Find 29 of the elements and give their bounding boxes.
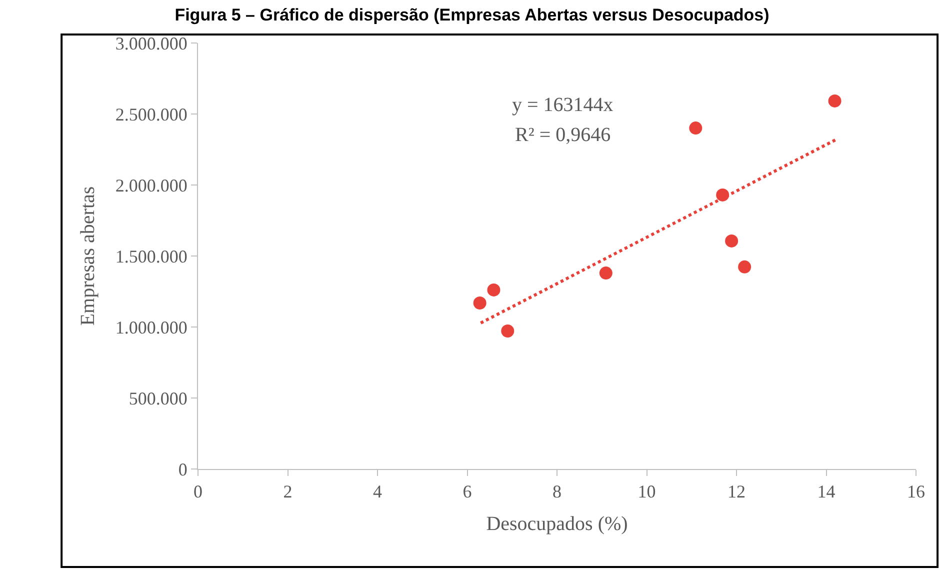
point bbox=[725, 234, 738, 248]
x-tick-label: 12 bbox=[728, 482, 746, 502]
y-tick-label: 500.000 bbox=[128, 388, 188, 408]
annotation: R² = 0,9646 bbox=[515, 124, 611, 146]
point bbox=[501, 324, 514, 338]
x-tick-label: 4 bbox=[373, 482, 382, 502]
annotation: y = 163144x bbox=[512, 94, 614, 116]
point bbox=[473, 296, 486, 310]
point bbox=[487, 283, 500, 296]
x-tick-label: 0 bbox=[194, 482, 202, 502]
point bbox=[828, 94, 842, 108]
y-axis-title: Empresas abertas bbox=[76, 186, 99, 326]
point bbox=[599, 266, 612, 280]
y-tick-label: 2.000.000 bbox=[115, 175, 188, 196]
x-axis-title: Desocupados (%) bbox=[486, 513, 628, 536]
x-tick-label: 8 bbox=[552, 482, 562, 502]
x-tick-label: 10 bbox=[638, 482, 656, 502]
y-tick-label: 3.000.000 bbox=[115, 33, 188, 54]
point bbox=[689, 122, 702, 135]
y-tick-label: 0 bbox=[178, 459, 188, 480]
x-tick-label: 16 bbox=[907, 482, 925, 502]
chart-title: Figura 5 – Gráfico de dispersão (Empresas Abertas versus Desocupados) bbox=[174, 5, 770, 24]
y-tick-label: 1.500.000 bbox=[115, 246, 188, 266]
x-tick-label: 2 bbox=[283, 482, 292, 502]
y-tick-label: 1.000.000 bbox=[115, 317, 188, 338]
y-tick-label: 2.500.000 bbox=[115, 104, 188, 124]
point bbox=[738, 260, 752, 274]
x-tick-label: 14 bbox=[817, 482, 836, 502]
x-tick-label: 6 bbox=[462, 482, 472, 502]
